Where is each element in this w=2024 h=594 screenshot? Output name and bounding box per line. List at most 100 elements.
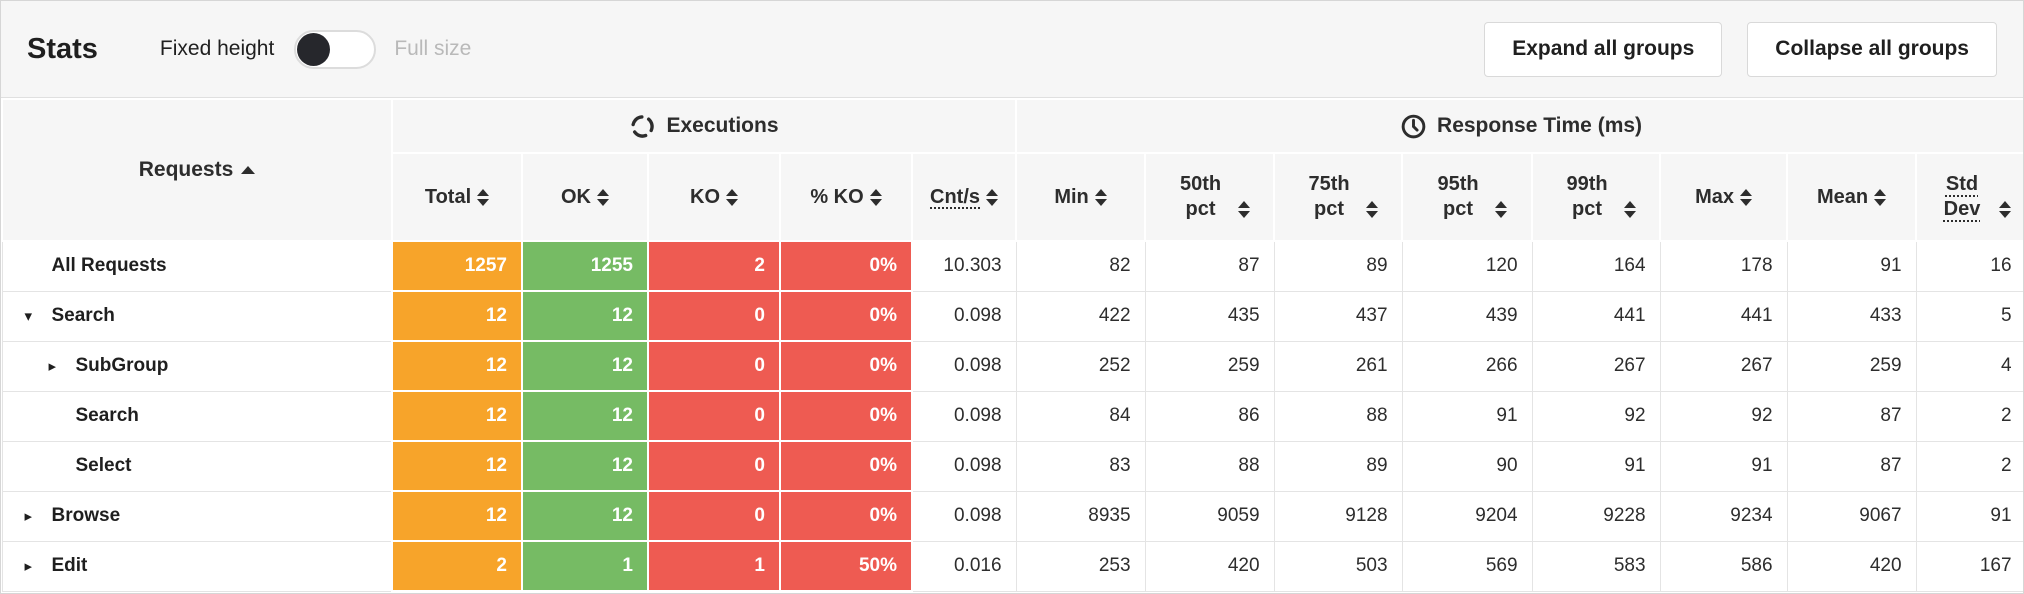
toggle-knob[interactable] <box>297 32 331 66</box>
ok-cell: 1 <box>521 540 649 592</box>
std-dev-cell: 4 <box>1915 340 2023 392</box>
sort-icon <box>726 188 738 206</box>
request-name[interactable]: Search <box>51 305 115 326</box>
response-time-group-header: Response Time (ms) <box>1015 98 2023 154</box>
tree-toggle-icon[interactable]: ▸ <box>24 557 33 575</box>
ko-cell: 0 <box>647 340 781 392</box>
request-name-cell[interactable]: ▾ Search <box>1 290 393 342</box>
ok-cell: 1255 <box>521 240 649 292</box>
p50-cell: 9059 <box>1144 490 1275 542</box>
stats-table: Requests Executions <box>1 98 2023 592</box>
expand-all-groups-button[interactable]: Expand all groups <box>1484 21 1723 77</box>
mean-cell: 87 <box>1786 390 1917 442</box>
ok-cell: 12 <box>521 490 649 542</box>
sort-icon <box>597 188 609 206</box>
cnt-per-s-cell: 0.098 <box>911 440 1017 492</box>
p50-cell: 420 <box>1144 540 1275 592</box>
min-cell: 82 <box>1015 240 1146 292</box>
requests-column-header[interactable]: Requests <box>1 98 393 242</box>
min-column-header[interactable]: Min <box>1015 152 1147 242</box>
p95-cell: 569 <box>1401 540 1533 592</box>
cnt-per-s-cell: 0.098 <box>911 340 1017 392</box>
group-header-row: Requests Executions <box>1 98 2023 242</box>
collapse-all-groups-button[interactable]: Collapse all groups <box>1747 21 1997 77</box>
ko-pct-cell: 0% <box>779 340 913 392</box>
ko-pct-cell: 0% <box>779 240 913 292</box>
p75-column-header[interactable]: 75th pct <box>1273 152 1404 242</box>
p75-cell: 437 <box>1273 290 1403 342</box>
tree-toggle-icon[interactable]: ▸ <box>24 507 33 525</box>
requests-header-label: Requests <box>138 158 234 181</box>
sort-icon <box>1366 201 1379 219</box>
height-toggle-switch[interactable] <box>294 29 377 69</box>
p75-cell: 9128 <box>1273 490 1403 542</box>
ko-column-header[interactable]: KO <box>647 152 781 242</box>
sort-icon <box>477 188 490 206</box>
request-name-cell[interactable]: ▸ SubGroup <box>1 340 393 392</box>
max-cell: 441 <box>1659 290 1788 342</box>
cnt-per-s-column-header[interactable]: Cnt/s <box>910 152 1018 242</box>
max-cell: 9234 <box>1659 490 1788 542</box>
p50-cell: 87 <box>1144 240 1275 292</box>
p50-cell: 435 <box>1144 290 1275 342</box>
ko-cell: 0 <box>647 490 781 542</box>
p99-cell: 267 <box>1531 340 1661 392</box>
sort-icon <box>869 188 882 206</box>
cnt-per-s-cell: 0.098 <box>911 290 1017 342</box>
mean-column-header[interactable]: Mean <box>1786 152 1918 242</box>
total-cell: 12 <box>391 440 523 492</box>
total-cell: 12 <box>391 490 523 542</box>
std-dev-cell: 5 <box>1915 290 2023 342</box>
ko-pct-cell: 0% <box>779 490 913 542</box>
sync-icon <box>631 114 655 138</box>
p95-column-header[interactable]: 95th pct <box>1401 152 1534 242</box>
ko-pct-cell: 50% <box>779 540 913 592</box>
std-dev-column-header[interactable]: Std Dev <box>1915 152 2023 242</box>
min-cell: 422 <box>1015 290 1146 342</box>
p99-column-header[interactable]: 99th pct <box>1531 152 1662 242</box>
max-cell: 267 <box>1659 340 1788 392</box>
request-name: All Requests <box>51 255 167 277</box>
p75-cell: 89 <box>1273 440 1403 492</box>
total-cell: 12 <box>391 290 523 342</box>
cnt-per-s-cell: 0.098 <box>911 490 1017 542</box>
response-time-group-label: Response Time (ms) <box>1437 114 1643 137</box>
ko-cell: 1 <box>647 540 781 592</box>
p50-column-header[interactable]: 50th pct <box>1144 152 1276 242</box>
ko-cell: 0 <box>647 440 781 492</box>
min-cell: 252 <box>1015 340 1146 392</box>
p99-cell: 92 <box>1531 390 1661 442</box>
request-name-cell: All Requests <box>1 240 393 292</box>
p50-cell: 259 <box>1144 340 1275 392</box>
ok-cell: 12 <box>521 290 649 342</box>
request-name[interactable]: Browse <box>51 505 121 526</box>
request-name[interactable]: SubGroup <box>75 355 169 376</box>
ok-column-header[interactable]: OK <box>521 152 649 242</box>
table-row-group-search: ▾ Search 12 12 0 0% 0.098 422 435 437 43… <box>1 290 2023 342</box>
max-cell: 178 <box>1659 240 1788 292</box>
p75-cell: 88 <box>1273 390 1403 442</box>
min-cell: 8935 <box>1015 490 1146 542</box>
request-name[interactable]: Edit <box>51 555 88 576</box>
executions-group-header: Executions <box>390 98 1018 154</box>
tree-toggle-icon[interactable]: ▸ <box>48 357 57 375</box>
ko-pct-cell: 0% <box>779 390 913 442</box>
mean-cell: 9067 <box>1786 490 1917 542</box>
tree-toggle-icon[interactable]: ▾ <box>24 307 33 325</box>
total-cell: 12 <box>391 390 523 442</box>
std-dev-cell: 167 <box>1915 540 2023 592</box>
max-column-header[interactable]: Max <box>1659 152 1789 242</box>
total-column-header[interactable]: Total <box>391 152 523 242</box>
sort-icon <box>1874 188 1887 206</box>
ko-pct-cell: 0% <box>779 290 913 342</box>
sort-icon <box>1999 201 2012 219</box>
sort-ascending-icon <box>241 166 256 175</box>
request-name-cell[interactable]: ▸ Edit <box>1 540 393 592</box>
panel-title: Stats <box>27 32 98 65</box>
request-name-cell[interactable]: ▸ Browse <box>1 490 393 542</box>
request-name: Select <box>75 455 132 476</box>
ko-pct-column-header[interactable]: % KO <box>779 152 913 242</box>
p50-cell: 86 <box>1144 390 1275 442</box>
request-name: Search <box>75 405 139 426</box>
